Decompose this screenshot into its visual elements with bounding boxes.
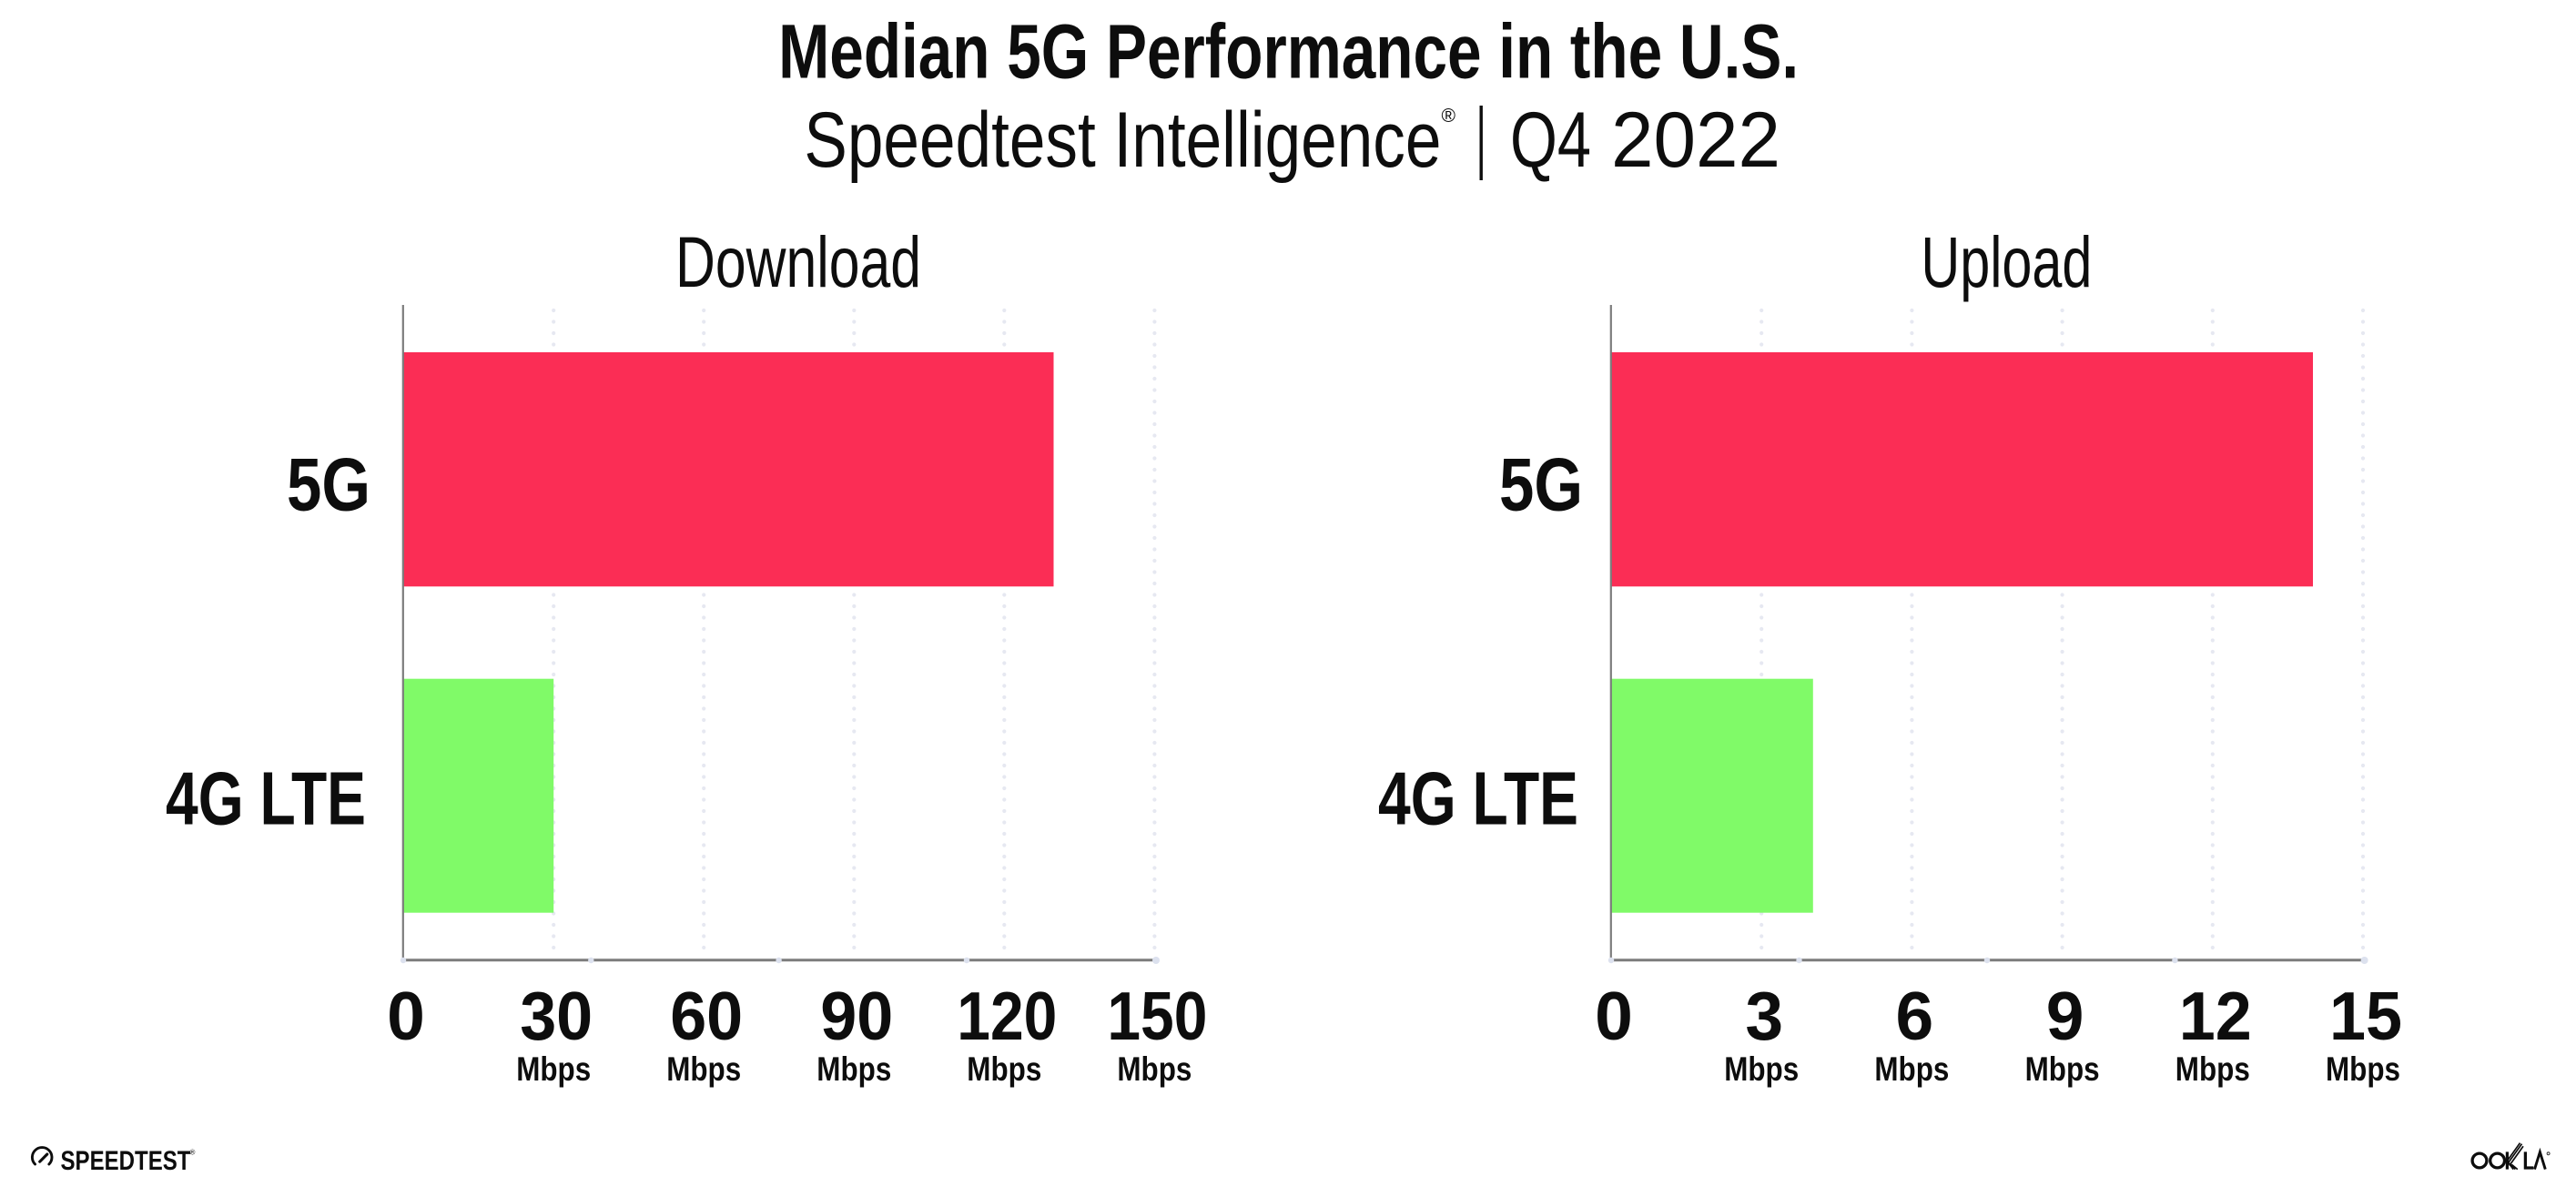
svg-text:60: 60 (670, 978, 743, 1054)
svg-text:Mbps: Mbps (2175, 1050, 2250, 1088)
svg-text:Mbps: Mbps (1117, 1050, 1192, 1088)
svg-text:Mbps: Mbps (1874, 1050, 1949, 1088)
svg-text:3: 3 (1745, 978, 1783, 1054)
svg-text:®: ® (190, 1149, 196, 1157)
svg-text:Download: Download (675, 221, 921, 302)
svg-text:9: 9 (2046, 978, 2084, 1054)
svg-text:15: 15 (2329, 978, 2402, 1054)
svg-text:Mbps: Mbps (2025, 1050, 2100, 1088)
svg-text:Mbps: Mbps (816, 1050, 891, 1088)
svg-text:®: ® (1442, 106, 1456, 127)
svg-text:Mbps: Mbps (2326, 1050, 2400, 1088)
svg-text:Q4: Q4 (1510, 96, 1591, 184)
svg-text:5G: 5G (287, 442, 370, 527)
svg-text:4G LTE: 4G LTE (166, 756, 366, 841)
svg-text:2022: 2022 (1611, 96, 1780, 184)
svg-text:Mbps: Mbps (516, 1050, 591, 1088)
svg-text:30: 30 (520, 978, 593, 1054)
svg-text:90: 90 (820, 978, 893, 1054)
svg-text:Mbps: Mbps (967, 1050, 1041, 1088)
svg-text:5G: 5G (1499, 442, 1583, 527)
svg-text:0: 0 (1595, 978, 1633, 1054)
svg-text:Median 5G Performance in the U: Median 5G Performance in the U.S. (778, 8, 1799, 94)
svg-text:0: 0 (387, 978, 425, 1054)
svg-text:Mbps: Mbps (1724, 1050, 1799, 1088)
svg-text:4G LTE: 4G LTE (1378, 756, 1578, 841)
svg-text:Upload: Upload (1921, 221, 2092, 302)
svg-text:150: 150 (1107, 978, 1207, 1054)
svg-text:6: 6 (1896, 978, 1934, 1054)
svg-text:Speedtest Intelligence: Speedtest Intelligence (804, 96, 1441, 184)
svg-text:12: 12 (2179, 978, 2252, 1054)
svg-text:120: 120 (957, 978, 1057, 1054)
svg-text:SPEEDTEST: SPEEDTEST (61, 1146, 191, 1176)
svg-text:Mbps: Mbps (666, 1050, 741, 1088)
